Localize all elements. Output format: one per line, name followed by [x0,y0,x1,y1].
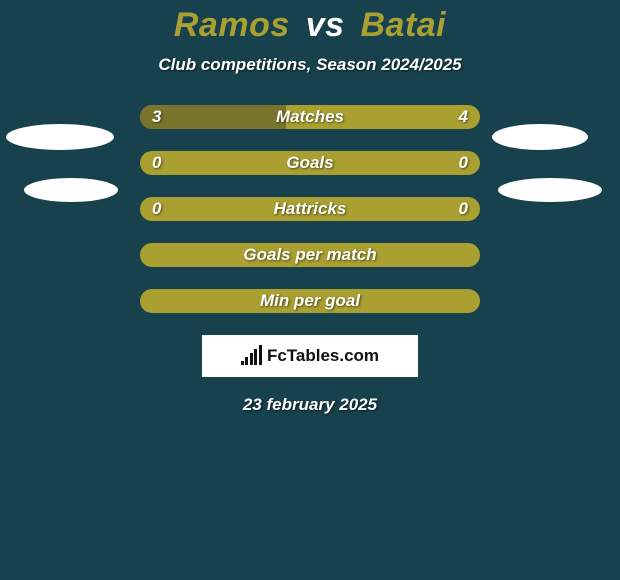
subtitle: Club competitions, Season 2024/2025 [0,55,620,75]
row-label: Goals [140,151,480,175]
side-ellipse [24,178,118,202]
stat-row: Min per goal [140,289,480,313]
side-ellipse [492,124,588,150]
title-vs: vs [306,6,345,44]
logo-bars-icon [241,347,263,365]
title-player2: Batai [360,6,446,44]
title: Ramos vs Batai [0,6,620,45]
side-ellipse [6,124,114,150]
stat-row: 00Goals [140,151,480,175]
logo-text: FcTables.com [267,346,379,366]
stat-row: 34Matches [140,105,480,129]
comparison-card: Ramos vs Batai Club competitions, Season… [0,0,620,580]
stat-row: 00Hattricks [140,197,480,221]
row-label: Hattricks [140,197,480,221]
row-label: Goals per match [140,243,480,267]
date-text: 23 february 2025 [0,395,620,415]
logo-box: FcTables.com [202,335,418,377]
stat-rows: 34Matches 00Goals 00Hattricks Goals per mat… [140,105,480,313]
side-ellipse [498,178,602,202]
stat-row: Goals per match [140,243,480,267]
row-label: Matches [140,105,480,129]
row-label: Min per goal [140,289,480,313]
title-player1: Ramos [174,6,290,44]
